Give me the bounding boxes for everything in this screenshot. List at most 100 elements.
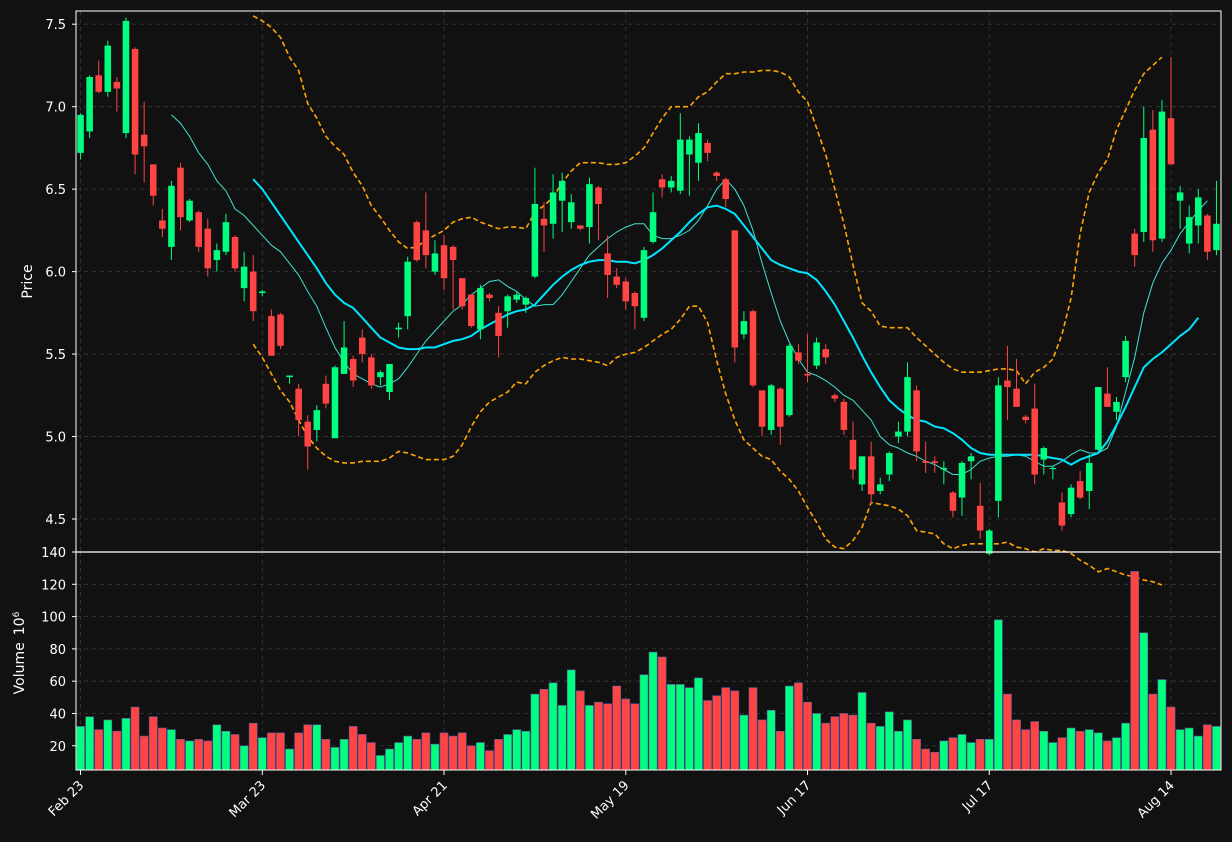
volume-bar: [612, 685, 622, 771]
volume-bar: [866, 722, 876, 771]
candle-body: [586, 184, 593, 228]
bollinger-lower-line: [252, 305, 1163, 586]
volume-bar: [884, 711, 894, 771]
volume-bar: [775, 730, 785, 771]
candle-body: [1131, 233, 1138, 256]
candle-body: [1013, 388, 1020, 407]
candle-body: [1149, 129, 1157, 241]
volume-bar: [530, 693, 540, 771]
candle-body: [904, 377, 911, 432]
candle-body: [449, 246, 457, 261]
candle-body: [1122, 340, 1129, 378]
volume-bar: [366, 742, 376, 771]
volume-bar: [130, 706, 140, 771]
volume-bar: [1184, 727, 1194, 771]
price-tick-label: 7.0: [45, 101, 66, 116]
volume-bar: [648, 651, 658, 771]
candle-body: [986, 530, 993, 554]
volume-bar: [321, 739, 331, 771]
volume-bar: [757, 719, 767, 771]
volume-bar: [112, 730, 122, 771]
volume-bar: [830, 716, 840, 771]
volume-bar: [312, 724, 322, 771]
candle-body: [95, 75, 102, 92]
candle-body: [940, 467, 948, 470]
candle-body: [1058, 502, 1066, 526]
plot-frame: [75, 10, 1222, 771]
volume-bar: [630, 703, 640, 771]
candle-body: [377, 372, 384, 378]
volume-bar: [267, 732, 276, 771]
volume-bar: [103, 719, 113, 771]
volume-bar: [394, 742, 403, 771]
candle-body: [440, 245, 448, 279]
volume-bar: [557, 705, 567, 771]
candle-body: [558, 180, 566, 201]
volume-bar: [703, 700, 712, 771]
candle-body: [677, 139, 684, 191]
volume-bar: [812, 713, 821, 771]
volume-bar: [1075, 730, 1085, 771]
volume-bar: [1139, 632, 1149, 771]
candle-body: [149, 164, 157, 196]
candle-body: [922, 461, 929, 463]
volume-bar: [875, 726, 885, 771]
volume-bar: [457, 732, 467, 771]
volume-bar: [139, 735, 149, 771]
candle-body: [431, 253, 439, 272]
candle-body: [77, 114, 84, 153]
candle-body: [1040, 448, 1048, 460]
volume-bar: [76, 726, 85, 771]
candle-body: [1067, 487, 1075, 515]
candle-body: [486, 294, 493, 298]
volume-bar: [1093, 732, 1103, 771]
candle-body: [1167, 118, 1175, 165]
volume-bar: [621, 698, 631, 771]
volume-bar: [1066, 727, 1076, 771]
price-tick-label: 6.0: [45, 266, 66, 281]
candle-body: [1004, 380, 1011, 388]
candle-body: [504, 296, 511, 312]
candle-body: [331, 367, 339, 439]
volume-bar: [385, 748, 394, 771]
volume-bar: [1157, 679, 1167, 771]
volume-bar: [1003, 693, 1012, 771]
candle-body: [867, 456, 875, 495]
candle-body: [1140, 138, 1148, 233]
volume-bar: [939, 740, 949, 771]
candle-body: [104, 45, 112, 92]
volume-bar: [294, 732, 303, 771]
candle-body: [204, 228, 212, 269]
volume-bar: [576, 690, 585, 771]
volume-bar: [957, 734, 967, 771]
volume-bar: [803, 701, 812, 771]
volume-bar: [412, 739, 422, 771]
volume-bar: [276, 732, 285, 771]
candle-body: [468, 294, 475, 327]
volume-bar: [657, 656, 667, 771]
volume-bar: [730, 690, 740, 771]
candle-body: [886, 453, 893, 475]
candle-body: [1195, 197, 1202, 226]
volume-bar: [585, 705, 594, 771]
candle-body: [113, 81, 121, 89]
volume-bar: [1212, 726, 1221, 771]
volume-tick-label: 140: [41, 546, 66, 561]
volume-bar: [739, 714, 749, 771]
candle-body: [540, 218, 548, 226]
volume-bar: [239, 745, 249, 771]
volume-bar: [203, 740, 213, 771]
volume-bar: [212, 724, 222, 771]
candle-body: [667, 180, 675, 188]
candle-body: [86, 76, 93, 132]
volume-bar: [439, 732, 449, 771]
volume-bar: [966, 742, 976, 771]
candle-body: [804, 373, 811, 376]
candle-body: [304, 421, 311, 447]
candle-body: [349, 359, 357, 381]
candle-body: [1076, 481, 1084, 498]
candle-body: [613, 276, 620, 285]
candle-body: [213, 250, 221, 261]
volume-bar: [1148, 693, 1158, 771]
